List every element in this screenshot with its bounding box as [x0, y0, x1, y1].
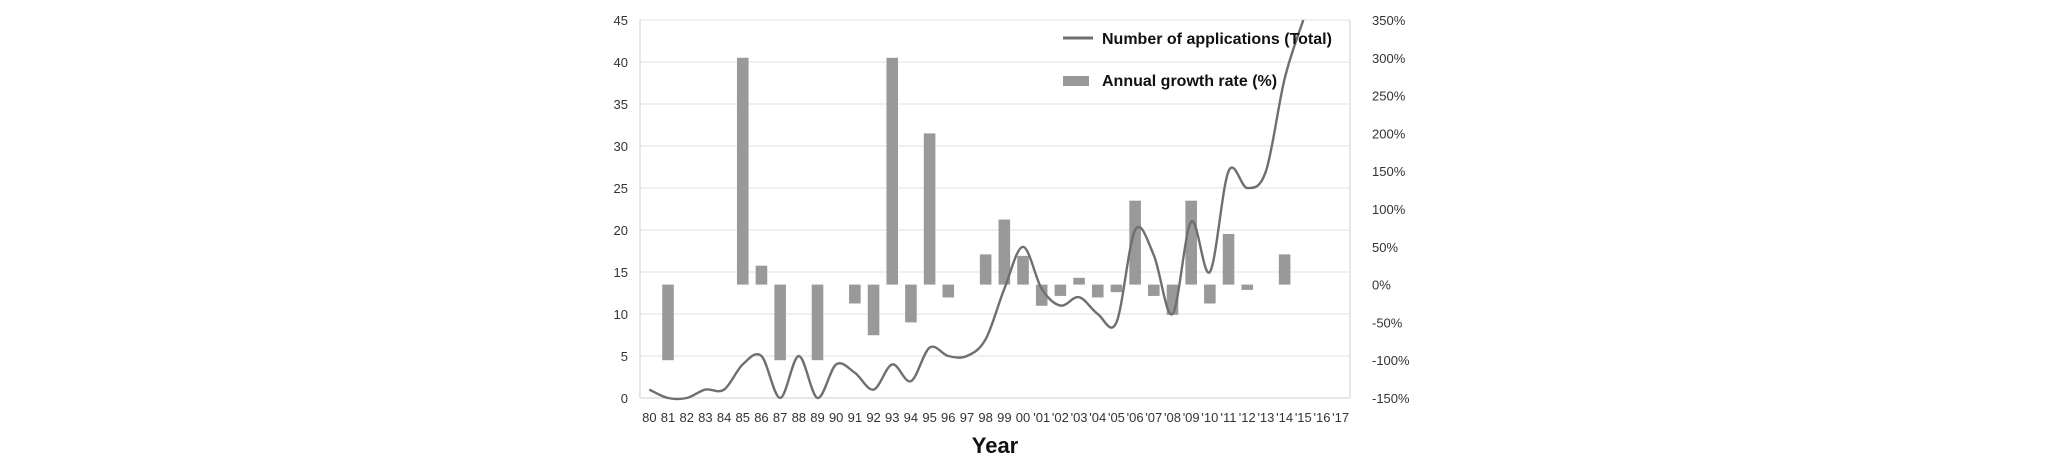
- x-axis-ticks: 80 81 82 83 84 85 86 87 88 89 90 91 92 93 94 95 96 97 98 99…: [642, 410, 1349, 425]
- x-tick-label: '14: [1276, 410, 1293, 425]
- axes: [639, 20, 1351, 399]
- growth-rate-bar: [849, 284, 861, 304]
- right-y-tick-label: 50%: [1372, 240, 1398, 255]
- x-axis-title: Year: [972, 433, 1019, 458]
- x-tick-label: 85: [736, 410, 750, 425]
- x-tick-label: 84: [717, 410, 731, 425]
- x-tick-label: 93: [885, 410, 899, 425]
- left-y-tick-label: 35: [614, 97, 628, 112]
- growth-rate-bar: [1110, 284, 1123, 293]
- growth-rate-bar: [1017, 255, 1029, 285]
- legend-line-label: Number of applications (Total): [1102, 31, 1332, 48]
- x-tick-label: '13: [1257, 410, 1274, 425]
- right-y-tick-label: 200%: [1372, 126, 1406, 141]
- right-y-tick-label: 250%: [1372, 89, 1406, 104]
- left-y-tick-label: 10: [614, 307, 628, 322]
- x-tick-label: '12: [1239, 410, 1256, 425]
- growth-rate-bar: [979, 254, 992, 285]
- legend-bar-label: Annual growth rate (%): [1102, 73, 1277, 90]
- x-tick-label: '05: [1108, 410, 1125, 425]
- left-y-axis-ticks: 0 5 10 15 20 25 30 35 40 45: [614, 13, 628, 406]
- growth-rate-bar: [1204, 284, 1216, 304]
- growth-rate-bar: [774, 284, 786, 361]
- left-y-tick-label: 30: [614, 139, 628, 154]
- growth-rate-bar: [662, 284, 674, 361]
- applications-line-path: [648, 19, 1305, 401]
- growth-rate-bar: [1054, 284, 1067, 296]
- growth-rate-bar: [1129, 200, 1141, 285]
- x-tick-label: 82: [679, 410, 693, 425]
- x-tick-label: '15: [1295, 410, 1312, 425]
- x-tick-label: 95: [922, 410, 936, 425]
- right-y-tick-label: 300%: [1372, 51, 1406, 66]
- right-y-tick-label: -100%: [1372, 353, 1410, 368]
- x-tick-label: '01: [1033, 410, 1050, 425]
- x-tick-label: '08: [1164, 410, 1181, 425]
- x-tick-label: 97: [960, 410, 974, 425]
- growth-rate-bars: [662, 57, 1291, 361]
- growth-rate-bar: [1035, 284, 1048, 306]
- growth-rate-bar: [905, 284, 917, 323]
- left-y-tick-label: 40: [614, 55, 628, 70]
- right-y-tick-label: -150%: [1372, 391, 1410, 406]
- x-tick-label: 86: [754, 410, 768, 425]
- x-tick-label: 81: [661, 410, 675, 425]
- growth-rate-bar: [1166, 284, 1179, 315]
- left-y-tick-label: 25: [614, 181, 628, 196]
- x-tick-label: '06: [1127, 410, 1144, 425]
- growth-rate-bar: [736, 57, 749, 285]
- growth-rate-bar: [811, 284, 824, 361]
- x-tick-label: '02: [1052, 410, 1069, 425]
- x-tick-label: '16: [1313, 410, 1330, 425]
- right-y-tick-label: 350%: [1372, 13, 1406, 28]
- x-tick-label: 90: [829, 410, 843, 425]
- x-tick-label: '10: [1201, 410, 1218, 425]
- growth-rate-bar: [1278, 254, 1291, 285]
- growth-rate-bar: [923, 133, 936, 285]
- growth-rate-bar: [1148, 284, 1160, 296]
- x-tick-label: '17: [1332, 410, 1349, 425]
- legend: Number of applications (Total) Annual gr…: [1063, 31, 1332, 90]
- x-tick-label: '11: [1221, 410, 1237, 425]
- growth-rate-bar: [942, 284, 955, 298]
- left-y-tick-label: 5: [621, 349, 628, 364]
- growth-rate-bar: [886, 57, 899, 285]
- right-y-axis-ticks: -150% -100% -50% 0% 50% 100% 150% 200% 250% 300% 3…: [1372, 13, 1410, 406]
- right-y-tick-label: -50%: [1372, 315, 1403, 330]
- x-tick-label: 92: [866, 410, 880, 425]
- applications-line: [648, 19, 1305, 401]
- x-tick-label: 00: [1016, 410, 1030, 425]
- x-tick-label: '04: [1089, 410, 1106, 425]
- growth-rate-bar: [1185, 200, 1197, 285]
- growth-rate-bar: [1073, 277, 1085, 285]
- x-tick-label: 99: [997, 410, 1011, 425]
- right-y-tick-label: 0%: [1372, 278, 1391, 293]
- growth-rate-bar: [867, 284, 880, 336]
- growth-rate-bar: [755, 265, 768, 285]
- x-tick-label: 87: [773, 410, 787, 425]
- x-tick-label: 96: [941, 410, 955, 425]
- x-tick-label: '07: [1145, 410, 1162, 425]
- x-tick-label: 98: [978, 410, 992, 425]
- left-y-tick-label: 45: [614, 13, 628, 28]
- legend-bar-swatch: [1063, 76, 1089, 86]
- x-tick-label: '09: [1183, 410, 1200, 425]
- x-tick-label: 83: [698, 410, 712, 425]
- left-y-tick-label: 20: [614, 223, 628, 238]
- x-tick-label: 80: [642, 410, 656, 425]
- x-tick-label: '03: [1071, 410, 1088, 425]
- growth-rate-bar: [1222, 233, 1235, 285]
- left-y-tick-label: 15: [614, 265, 628, 280]
- x-tick-label: 89: [810, 410, 824, 425]
- growth-rate-bar: [1241, 284, 1254, 290]
- left-y-tick-label: 0: [621, 391, 628, 406]
- growth-rate-bar: [1091, 284, 1104, 298]
- x-tick-label: 94: [904, 410, 918, 425]
- x-tick-label: 88: [792, 410, 806, 425]
- right-y-tick-label: 100%: [1372, 202, 1406, 217]
- right-y-tick-label: 150%: [1372, 164, 1406, 179]
- growth-rate-bar: [998, 219, 1011, 285]
- x-tick-label: 91: [848, 410, 862, 425]
